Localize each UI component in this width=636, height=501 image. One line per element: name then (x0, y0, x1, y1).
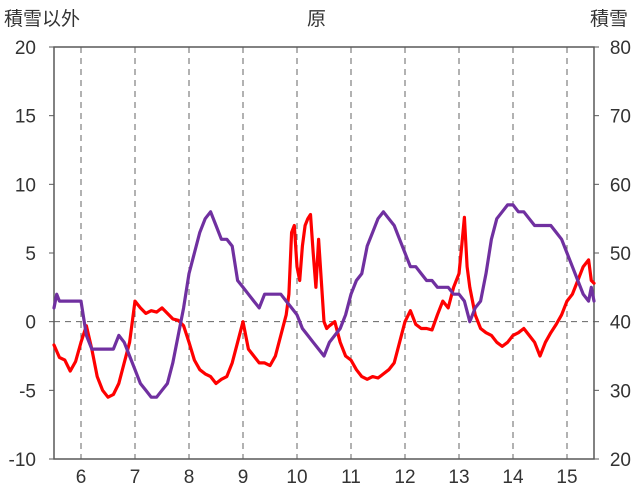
plot-frame (53, 46, 595, 460)
left-axis-title: 積雪以外 (4, 8, 81, 30)
chart-title: 原 (307, 8, 327, 30)
y-left-tick-label: -5 (19, 381, 36, 402)
x-tick-label: 14 (502, 467, 524, 488)
y-right-tick-label: 70 (610, 107, 631, 128)
y-left-tick-label: 10 (15, 175, 36, 196)
y-left-tick-label: 5 (25, 244, 36, 265)
y-left-tick-label: 0 (25, 313, 36, 334)
x-tick-label: 6 (76, 467, 87, 488)
y-right-tick-label: 50 (610, 244, 631, 265)
x-tick-label: 11 (341, 467, 361, 488)
series-line-red (52, 212, 596, 399)
y-right-tick-label: 20 (610, 450, 631, 471)
series-line-purple (52, 203, 596, 399)
y-right-tick-label: 30 (610, 381, 631, 402)
x-tick-label: 7 (130, 467, 141, 488)
x-tick-label: 10 (286, 467, 307, 488)
y-left-tick-label: 20 (15, 38, 36, 59)
y-right-tick-label: 60 (610, 175, 631, 196)
x-tick-label: 15 (556, 467, 577, 488)
right-axis-title: 積雪 (590, 8, 629, 30)
x-tick-label: 12 (394, 467, 415, 488)
y-right-tick-label: 80 (610, 38, 631, 59)
y-right-tick-label: 40 (610, 313, 631, 334)
x-tick-label: 9 (238, 467, 249, 488)
y-left-tick-label: -10 (9, 450, 36, 471)
x-tick-label: 8 (184, 467, 195, 488)
y-left-tick-label: 15 (15, 107, 36, 128)
x-tick-label: 13 (448, 467, 469, 488)
